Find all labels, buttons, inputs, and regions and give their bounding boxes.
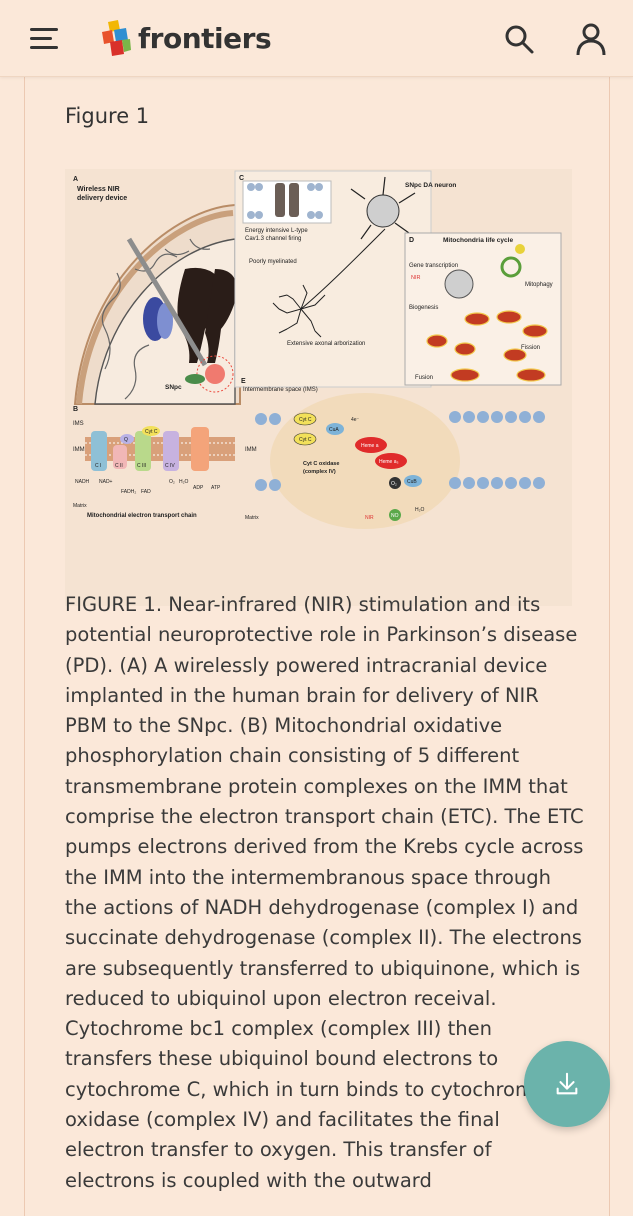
nir-label-d: NIR	[411, 275, 421, 281]
c2-label: C II	[115, 463, 123, 469]
heme-a-label: Heme a	[361, 443, 379, 449]
cyt-oxidase-label-2: (complex IV)	[303, 469, 336, 475]
mito-life-cycle-title: Mitochondria life cycle	[443, 237, 513, 244]
fission-label: Fission	[521, 345, 540, 351]
gene-transcription-label: Gene transcription	[409, 263, 458, 269]
search-icon[interactable]	[503, 23, 535, 55]
cytc-label-e1: Cyt C	[299, 417, 312, 423]
no-label: NO	[391, 513, 399, 519]
top-app-bar: frontiers	[0, 0, 633, 77]
panel-c-line2: Cav1.3 channel firing	[245, 236, 301, 242]
panel-e-label: E	[241, 378, 246, 385]
download-button[interactable]	[524, 1041, 610, 1127]
hamburger-menu-icon[interactable]	[30, 26, 60, 50]
fadh2-label: FADH₂	[121, 489, 136, 495]
o2-label-b: O₂	[169, 479, 175, 485]
panel-a-title-2: delivery device	[77, 195, 127, 202]
ims-label: IMS	[73, 421, 84, 427]
frontiers-logo-icon	[102, 20, 131, 56]
panel-d-label: D	[409, 237, 414, 244]
snpc-label: SNpc	[165, 384, 182, 391]
heme-a3-label: Heme a₃	[379, 459, 399, 465]
user-icon[interactable]	[575, 22, 607, 56]
c1-label: C I	[95, 463, 101, 469]
mitophagy-label: Mitophagy	[525, 282, 553, 288]
cub-label: CuB	[407, 479, 417, 485]
panel-e-title: Intermembrane space (IMS)	[243, 387, 318, 393]
electron-label: 4e⁻	[351, 417, 360, 423]
cytc-label-b: Cyt C	[145, 429, 158, 435]
frontiers-logo[interactable]: frontiers	[100, 18, 272, 58]
o2-label-e: O₂	[391, 481, 397, 487]
matrix-label-b: Matrix	[73, 503, 87, 509]
panel-c-label: C	[239, 175, 244, 182]
panel-c-line1: Energy intensive L-type	[245, 228, 308, 234]
nad-label: NAD+	[99, 479, 113, 485]
cytc-label-e2: Cyt C	[299, 437, 312, 443]
h2o-label-b: H₂O	[179, 479, 189, 485]
axonal-arborization-label: Extensive axonal arborization	[287, 341, 365, 347]
h2o-label-e: H₂O	[415, 507, 425, 513]
fusion-label: Fusion	[415, 375, 433, 381]
poorly-myelinated-label: Poorly myelinated	[249, 259, 297, 265]
fad-label: FAD	[141, 489, 151, 495]
adp-label: ADP	[193, 485, 204, 491]
biogenesis-label: Biogenesis	[409, 305, 438, 311]
matrix-label-e: Matrix	[245, 515, 259, 521]
figure-heading: Figure 1	[65, 104, 150, 128]
atp-label: ATP	[211, 485, 221, 491]
nir-label-e: NIR	[365, 515, 374, 521]
cyt-oxidase-label-1: Cyt C oxidase	[303, 461, 339, 467]
c4-label: C IV	[165, 463, 175, 469]
panel-a-label: A	[73, 176, 78, 183]
cua-label: CuA	[329, 427, 339, 433]
c3-label: C III	[137, 463, 146, 469]
da-neuron-label: SNpc DA neuron	[405, 182, 456, 189]
panel-a-title-1: Wireless NIR	[77, 186, 120, 193]
q-label: Q	[124, 437, 128, 443]
imm-label: IMM	[73, 447, 85, 453]
figure-image[interactable]: A Wireless NIR delivery device SNpc C	[65, 169, 572, 606]
figure-caption: FIGURE 1. Near-infrared (NIR) stimulatio…	[65, 593, 584, 1192]
article-figure-card: Figure 1 A Wireless NIR delivery device …	[24, 76, 610, 1216]
panel-b-label: B	[73, 406, 78, 413]
imm-label-e: IMM	[245, 447, 257, 453]
brand-name: frontiers	[138, 21, 272, 55]
nadh-label: NADH	[75, 479, 90, 485]
download-icon	[556, 1072, 578, 1095]
etc-title: Mitochondrial electron transport chain	[87, 513, 197, 519]
